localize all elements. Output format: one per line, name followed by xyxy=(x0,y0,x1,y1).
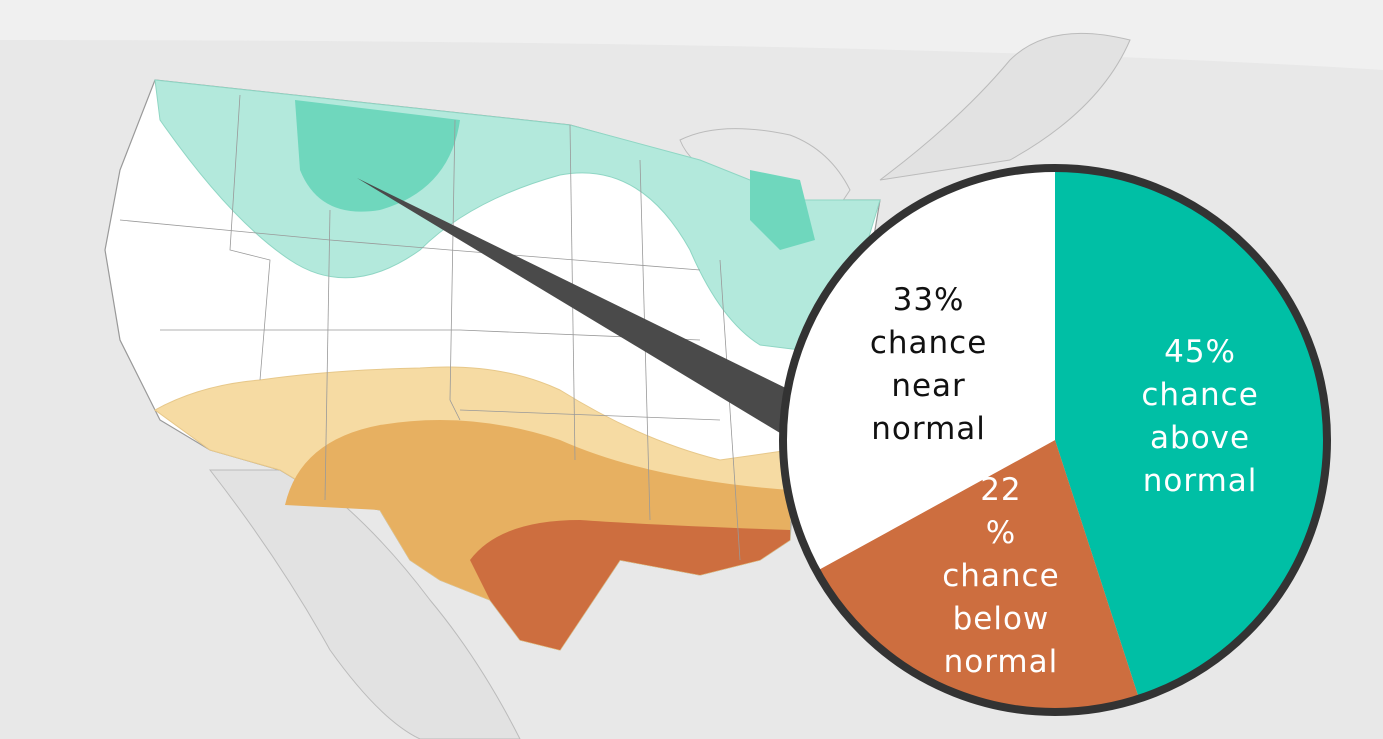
slice-label: 45% chance above normal xyxy=(1120,331,1280,503)
category-label: chance above normal xyxy=(1141,377,1259,500)
category-label: chance near normal xyxy=(869,325,988,448)
state-lines xyxy=(119,94,741,561)
percent-label: 33% xyxy=(892,282,965,319)
pie-slice xyxy=(1055,168,1327,699)
pie-slice xyxy=(816,440,1140,712)
mexico xyxy=(208,469,521,739)
above-normal-core xyxy=(295,100,460,212)
pie-chart xyxy=(782,167,1327,712)
category-label: chance below normal xyxy=(942,558,1060,681)
slice-label: 22 % chance below normal xyxy=(921,469,1081,684)
percent-label: 45% xyxy=(1164,334,1237,371)
below-normal-core xyxy=(470,520,790,650)
slice-label: 33% chance near normal xyxy=(849,279,1009,451)
percent-label: 22 % xyxy=(980,472,1022,552)
pie-border xyxy=(779,164,1331,716)
above-normal-core xyxy=(750,170,815,250)
land xyxy=(879,32,1131,181)
pointer xyxy=(357,178,800,445)
pie-slice xyxy=(782,167,1055,572)
